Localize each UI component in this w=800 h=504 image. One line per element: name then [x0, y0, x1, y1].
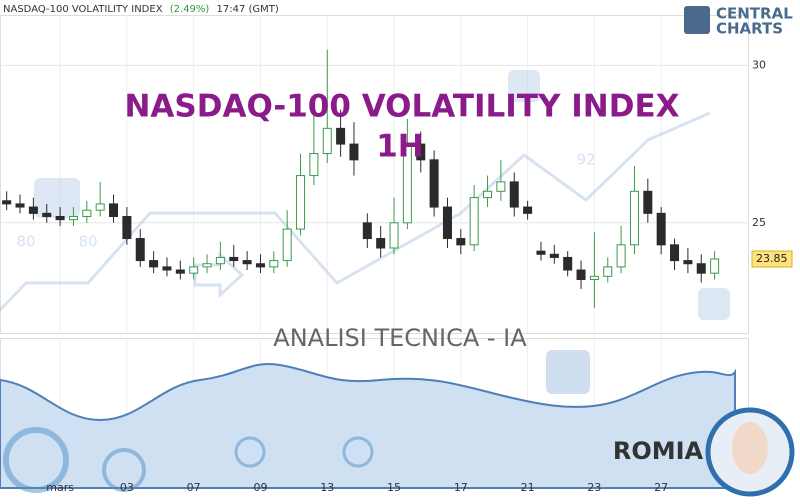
x-tick-label: 07: [187, 481, 201, 494]
decor-circle: [102, 448, 146, 492]
x-tick-label: 27: [654, 481, 668, 494]
candle-body: [162, 266, 172, 271]
candle-body: [536, 250, 546, 255]
candle-body: [336, 127, 346, 145]
decor-circle: [234, 436, 266, 468]
candle-body: [55, 216, 65, 221]
candle-body: [15, 203, 25, 208]
candle-body: [696, 263, 706, 274]
candle-body: [189, 266, 199, 274]
candle-body: [629, 190, 639, 246]
watermark-label: 80: [16, 233, 35, 251]
last-value-tag: [751, 250, 793, 268]
candle-body: [175, 269, 185, 274]
candle-body: [429, 159, 439, 208]
candle-body: [442, 206, 452, 240]
candle-body: [643, 190, 653, 214]
candle-body: [135, 238, 145, 262]
candle-body: [389, 222, 399, 249]
watermark-line: [0, 111, 711, 312]
watermark-label: 80: [78, 233, 97, 251]
watermark-icon: [508, 70, 540, 102]
logo-text: CHARTS: [716, 20, 783, 38]
candle-body: [242, 260, 252, 265]
last-value-label: 23.85: [756, 252, 788, 265]
watermark-icon: [698, 288, 730, 320]
candle-body: [469, 197, 479, 246]
candle-body: [670, 244, 680, 262]
candle-body: [229, 256, 239, 262]
candle-body: [402, 143, 412, 224]
candle-body: [656, 212, 666, 246]
candle-body: [309, 153, 319, 177]
candle-body: [616, 244, 626, 268]
candle-body: [255, 263, 265, 268]
candle-body: [215, 256, 225, 265]
candle-body: [683, 260, 693, 265]
logo-mark: [684, 6, 710, 34]
candle-body: [42, 212, 52, 218]
x-tick-label: 21: [521, 481, 535, 494]
candle-body: [416, 143, 426, 161]
lower-area: [0, 363, 736, 489]
header: NASDAQ-100 VOLATILITY INDEX (2.49%) 17:4…: [3, 4, 279, 15]
decor-icon: [546, 350, 590, 394]
x-tick-label: 17: [454, 481, 468, 494]
candle-body: [202, 263, 212, 268]
y-tick-label: 30: [752, 58, 766, 71]
decor-circle: [3, 427, 69, 493]
candle-body: [349, 143, 359, 161]
candle-body: [282, 228, 292, 262]
watermark: 80 80 92: [0, 70, 730, 320]
watermark-label: 92: [576, 151, 595, 169]
change: (2.49%): [170, 4, 210, 15]
candle-body: [95, 203, 105, 211]
candle-body: [269, 260, 279, 268]
watermark-icon: [34, 178, 80, 218]
x-tick-label: 13: [320, 481, 334, 494]
overlay-title: NASDAQ-100 VOLATILITY INDEX: [124, 89, 679, 125]
candle-body: [109, 203, 119, 218]
candle-body: [603, 266, 613, 277]
hexagons: [3, 350, 590, 493]
candle-body: [28, 206, 38, 214]
candle-body: [563, 256, 573, 271]
candle-body: [576, 269, 586, 280]
candle-body: [296, 175, 306, 230]
candle-body: [523, 206, 533, 214]
candles: [2, 49, 720, 308]
candle-body: [509, 181, 519, 208]
brand: ROMIA: [613, 437, 704, 465]
y-tick-label: 25: [752, 216, 766, 229]
candle-body: [549, 253, 559, 258]
candle-body: [376, 238, 386, 249]
candle-body: [2, 200, 12, 205]
candle-body: [456, 238, 466, 246]
logo-text: CENTRAL: [716, 5, 793, 23]
price-panel: [0, 15, 749, 334]
x-tick-label: mars: [46, 481, 74, 494]
candle-body: [483, 190, 493, 199]
x-tick-label: 03: [120, 481, 134, 494]
avatar-face: [732, 422, 768, 474]
x-tick-label: 15: [387, 481, 401, 494]
candle-body: [322, 127, 332, 155]
x-tick-label: 23: [587, 481, 601, 494]
candle-body: [496, 181, 506, 192]
decor-circle: [342, 436, 374, 468]
x-tick-label: 09: [253, 481, 267, 494]
candle-body: [122, 216, 132, 240]
time: 17:47 (GMT): [217, 4, 279, 15]
overlay-subtitle: ANALISI TECNICA - IA: [273, 324, 527, 352]
symbol: NASDAQ-100 VOLATILITY INDEX: [3, 4, 163, 15]
candle-body: [82, 209, 92, 218]
candle-body: [68, 216, 78, 221]
candle-body: [589, 275, 599, 280]
candle-body: [710, 258, 720, 274]
candle-body: [362, 222, 372, 240]
overlay-timeframe: 1H: [376, 129, 424, 165]
candle-body: [149, 260, 159, 268]
